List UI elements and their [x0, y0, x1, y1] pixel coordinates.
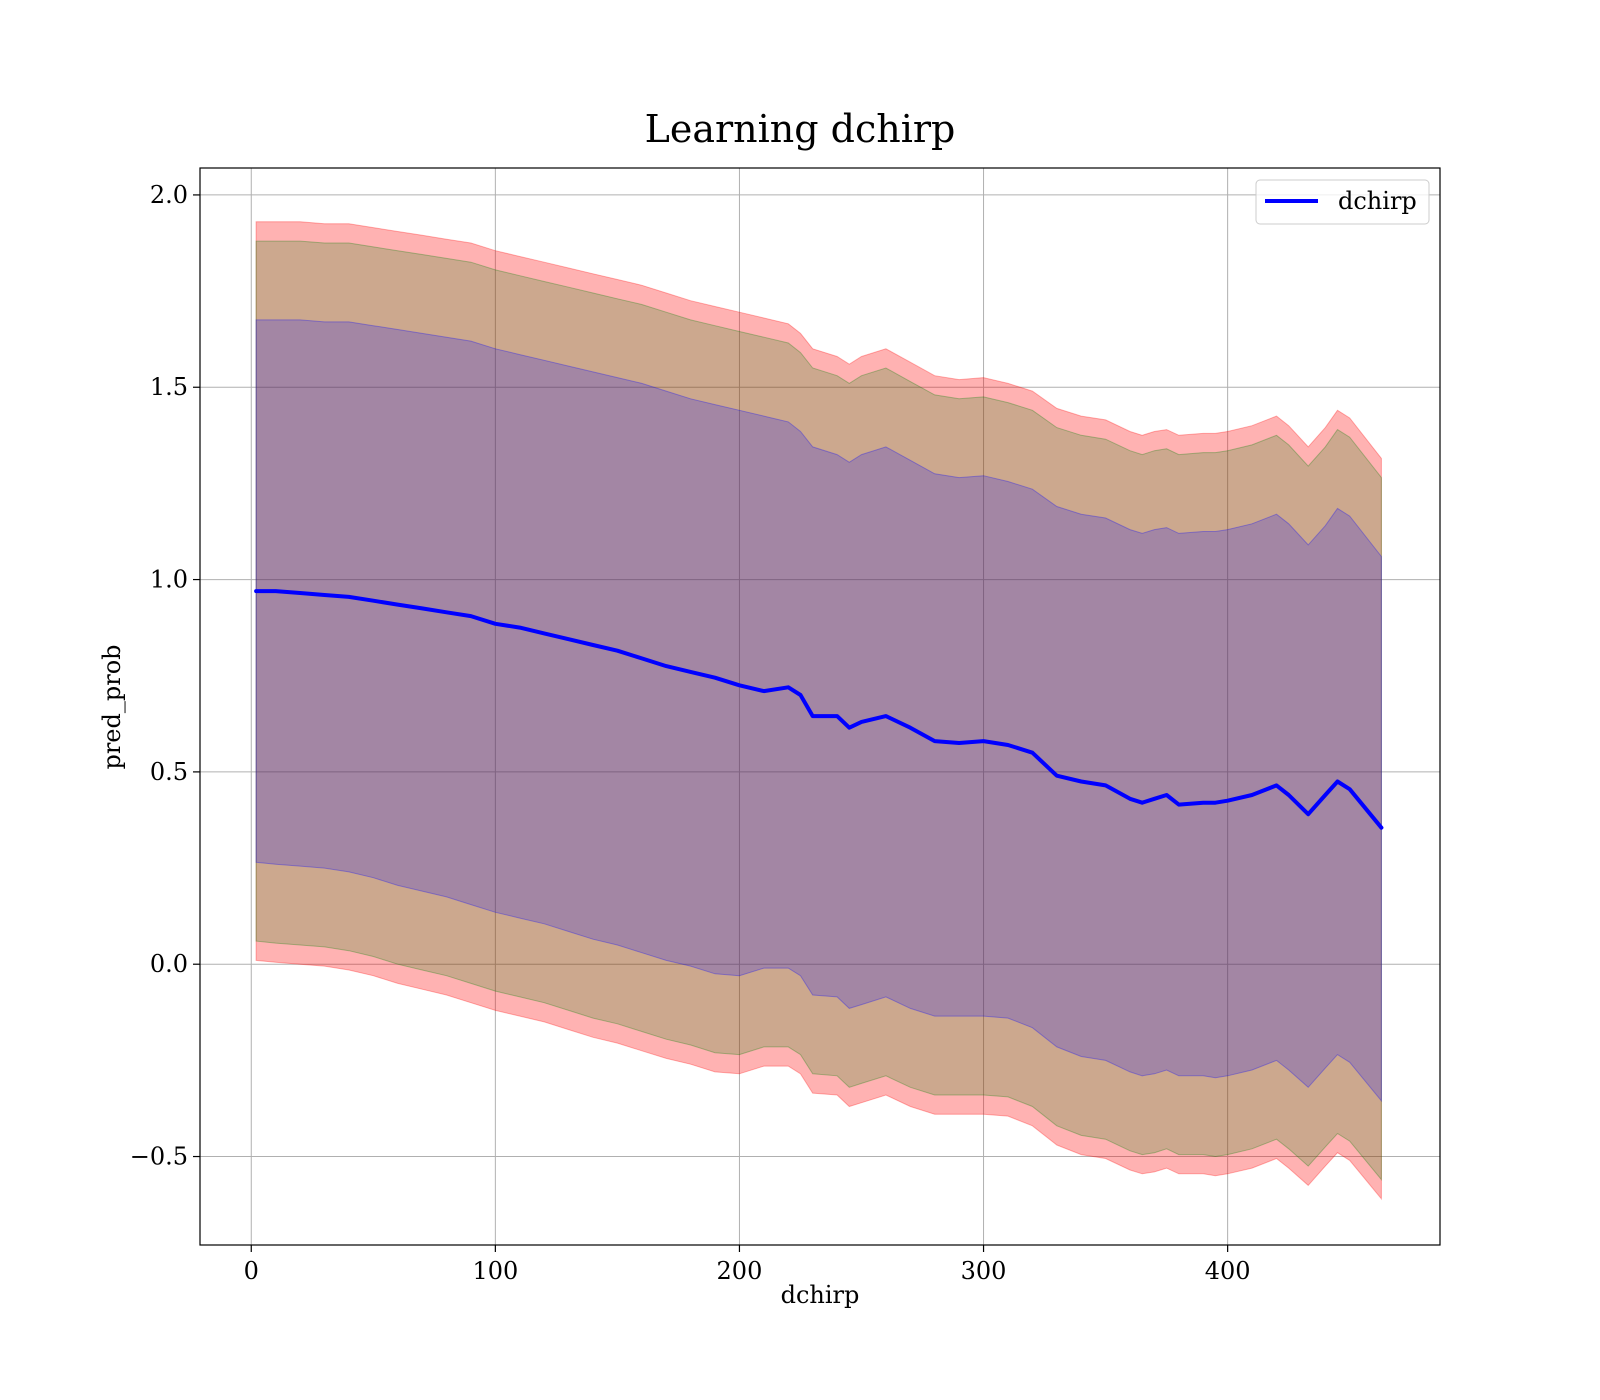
confidence-band-0: [255, 221, 1382, 1201]
legend-box: [1255, 179, 1430, 225]
y-tick-label-0: −0.5: [130, 1143, 188, 1171]
x-tick-label-4: 400: [1205, 1257, 1251, 1285]
legend-label: dchirp: [1338, 187, 1417, 215]
y-tick-label-5: 2.0: [150, 181, 188, 209]
chart-title: Learning dchirp: [645, 107, 956, 151]
series-line-0: [254, 589, 1384, 830]
x-tick-label-1: 100: [472, 1257, 518, 1285]
grid-lines: [200, 168, 1440, 1245]
legend: dchirp: [1255, 179, 1430, 225]
confidence-band-2: [255, 319, 1382, 1103]
x-axis: 0 100 200 300 400: [244, 1245, 1251, 1285]
confidence-bands: [255, 221, 1382, 1201]
y-tick-label-3: 1.0: [150, 566, 188, 594]
x-tick-label-0: 0: [244, 1257, 259, 1285]
y-axis-label: pred_prob: [98, 644, 126, 769]
y-tick-label-1: 0.0: [150, 950, 188, 978]
x-tick-label-2: 200: [717, 1257, 763, 1285]
x-tick-label-3: 300: [961, 1257, 1007, 1285]
series-lines: [254, 589, 1384, 830]
y-tick-label-4: 1.5: [150, 373, 188, 401]
confidence-band-1: [255, 240, 1382, 1181]
y-axis: −0.5 0.0 0.5 1.0 1.5 2.0: [130, 181, 200, 1171]
y-tick-label-2: 0.5: [150, 758, 188, 786]
x-axis-label: dchirp: [781, 1281, 860, 1309]
plot-area-frame: [199, 167, 1441, 1246]
